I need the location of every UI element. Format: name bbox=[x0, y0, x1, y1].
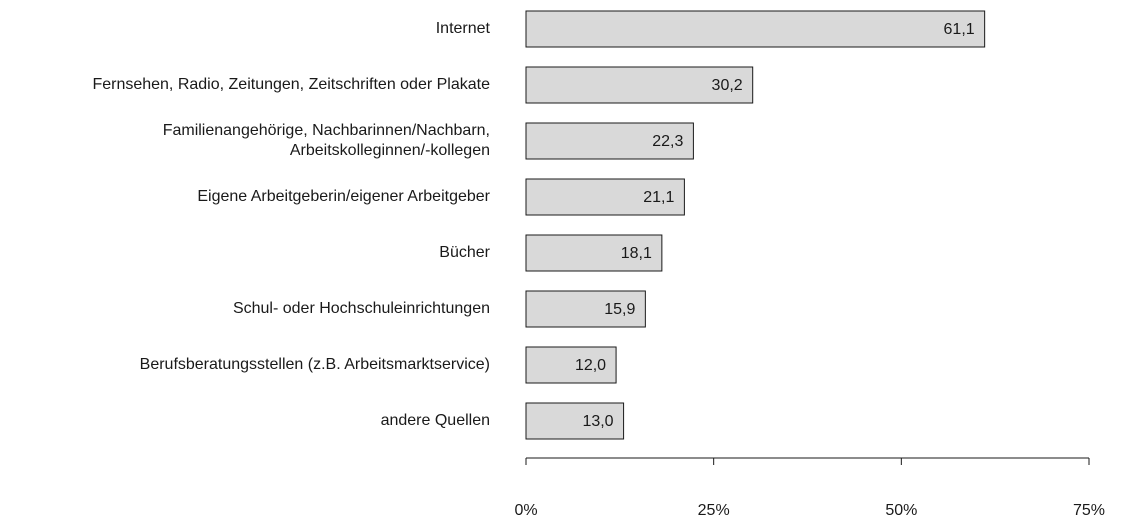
bar bbox=[525, 346, 617, 384]
value-label: 22,3 bbox=[652, 133, 683, 150]
bar bbox=[525, 10, 986, 48]
bar bbox=[525, 234, 663, 272]
x-tick-label: 25% bbox=[698, 502, 730, 519]
category-label: Internet bbox=[435, 20, 490, 37]
value-label: 61,1 bbox=[944, 21, 975, 38]
value-label: 15,9 bbox=[604, 301, 635, 318]
x-tick-label: 0% bbox=[514, 502, 537, 519]
category-label: Fernsehen, Radio, Zeitungen, Zeitschrift… bbox=[92, 76, 490, 93]
value-label: 13,0 bbox=[582, 413, 613, 430]
value-label: 21,1 bbox=[643, 189, 674, 206]
category-label: andere Quellen bbox=[380, 412, 490, 429]
value-label: 18,1 bbox=[621, 245, 652, 262]
category-label: Familienangehörige, Nachbarinnen/Nachbar… bbox=[162, 122, 490, 159]
bar bbox=[525, 290, 646, 328]
value-label: 12,0 bbox=[575, 357, 606, 374]
bar bbox=[525, 178, 685, 216]
category-label: Bücher bbox=[439, 244, 490, 261]
bar bbox=[525, 402, 625, 440]
category-label: Berufsberatungsstellen (z.B. Arbeitsmark… bbox=[139, 356, 490, 373]
x-tick-label: 50% bbox=[885, 502, 917, 519]
x-tick-label: 75% bbox=[1073, 502, 1105, 519]
value-label: 30,2 bbox=[712, 77, 743, 94]
bar bbox=[525, 66, 754, 104]
bar bbox=[525, 122, 694, 160]
category-label: Eigene Arbeitgeberin/eigener Arbeitgeber bbox=[197, 188, 490, 205]
category-label: Schul- oder Hochschuleinrichtungen bbox=[232, 300, 490, 317]
